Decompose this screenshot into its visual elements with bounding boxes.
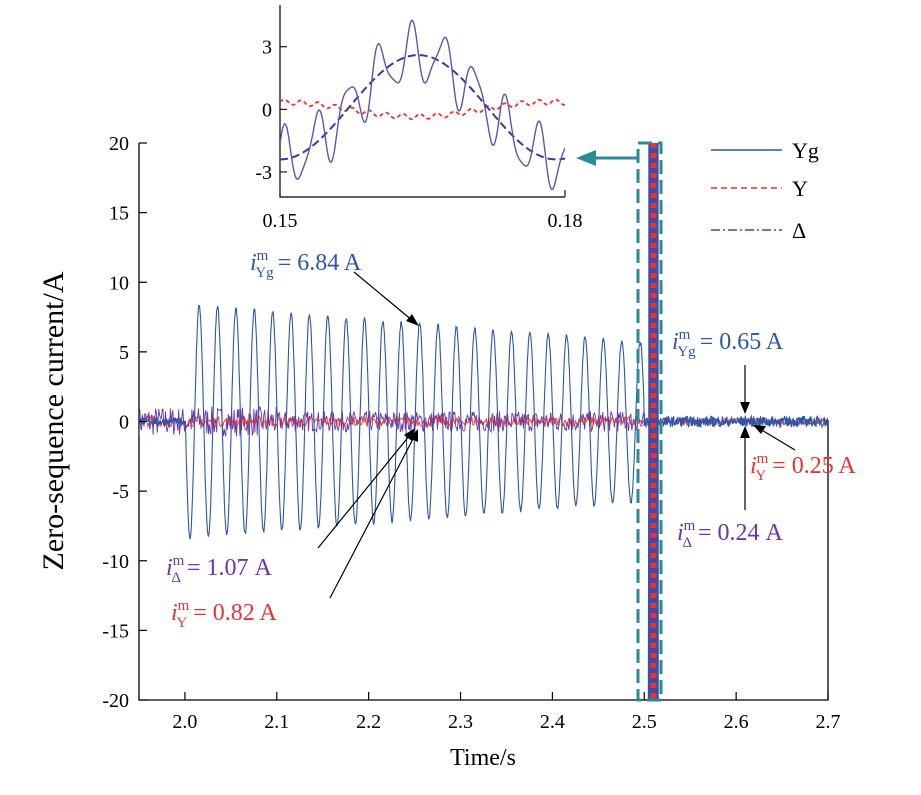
- main-series-group: [139, 143, 828, 700]
- y-tick-label: 20: [109, 133, 129, 155]
- annotation-yg-peak: im Yg = 6.84 A: [250, 248, 362, 281]
- inset-series-delta: [280, 54, 565, 161]
- y-tick-label: -15: [102, 620, 129, 642]
- arrow-head-yg-after: [740, 402, 750, 414]
- annotation-delta-after: im Δ = 0.24 A: [677, 518, 784, 551]
- y-tick-label: -5: [112, 481, 129, 503]
- y-tick-label: 0: [119, 412, 129, 434]
- x-tick-label: 2.2: [356, 711, 381, 733]
- legend-label-yg: Yg: [792, 138, 819, 163]
- y-tick-label: -20: [102, 690, 129, 712]
- arrow-head-y-after: [753, 425, 766, 434]
- inset-series-y: [280, 98, 565, 120]
- legend: Yg Y Δ: [711, 138, 819, 243]
- inset-y-tick-label: 3: [262, 37, 272, 59]
- fault-burst-delta: [649, 143, 658, 700]
- main-plot: 2.0 2.1 2.2 2.3 2.4 2.5 2.6 2.7 20 15 10 5 0 -5 -10 -15…: [37, 133, 841, 771]
- y-tick-label: 15: [109, 203, 129, 225]
- inset-x-tick-label: 0.15: [263, 210, 298, 232]
- arrow-delta-before: [317, 434, 411, 549]
- y-tick-label: 10: [109, 272, 129, 294]
- x-tick-label: 2.1: [264, 711, 289, 733]
- inset-ticks-group: 0.15 0.18 3 0 -3: [255, 37, 582, 232]
- x-tick-label: 2.7: [816, 711, 841, 733]
- series-yg: [139, 304, 828, 540]
- inset-series-yg: [280, 19, 565, 191]
- x-tick-label: 2.4: [540, 711, 565, 733]
- annotation-y-after: im Y = 0.25 A: [750, 451, 856, 484]
- arrow-yg-peak: [353, 271, 414, 322]
- x-tick-label: 2.6: [724, 711, 749, 733]
- zoom-arrow-head: [576, 150, 596, 166]
- inset-x-tick-label: 0.18: [548, 210, 583, 232]
- inset-y-tick-label: 0: [262, 99, 272, 121]
- x-tick-label: 2.0: [172, 711, 197, 733]
- arrow-head-delta-after: [740, 426, 750, 438]
- legend-label-y: Y: [792, 176, 808, 201]
- annotation-labels: im Yg = 6.84 A im Yg = 0.65 A im Y = 0.25 A im…: [166, 248, 856, 631]
- inset-y-tick-label: -3: [255, 162, 272, 184]
- annotation-yg-after: im Yg = 0.65 A: [672, 327, 784, 360]
- arrow-y-after: [759, 428, 796, 451]
- x-axis-title: Time/s: [450, 745, 516, 771]
- main-ticks-group: 2.0 2.1 2.2 2.3 2.4 2.5 2.6 2.7 20 15 10 5 0 -5 -10 -15…: [102, 133, 840, 733]
- x-tick-label: 2.3: [448, 711, 473, 733]
- annotation-y-before: im Y = 0.82 A: [171, 598, 277, 631]
- inset-plot: 0.15 0.18 3 0 -3: [255, 5, 583, 232]
- annotation-delta-before: im Δ = 1.07 A: [166, 553, 273, 586]
- zoom-box: [636, 141, 663, 702]
- annotation-arrows: [317, 271, 796, 599]
- legend-label-delta: Δ: [792, 218, 806, 243]
- arrow-y-before: [329, 436, 415, 599]
- inset-series-group: [280, 19, 565, 191]
- y-tick-label: 5: [119, 342, 129, 364]
- x-tick-label: 2.5: [632, 711, 657, 733]
- arrow-head-yg-peak: [406, 314, 419, 326]
- arrow-head-y-before: [409, 429, 418, 442]
- y-tick-label: -10: [102, 551, 129, 573]
- y-axis-title: Zero-sequence current/A: [37, 271, 70, 570]
- zoom-indicator: [576, 141, 663, 702]
